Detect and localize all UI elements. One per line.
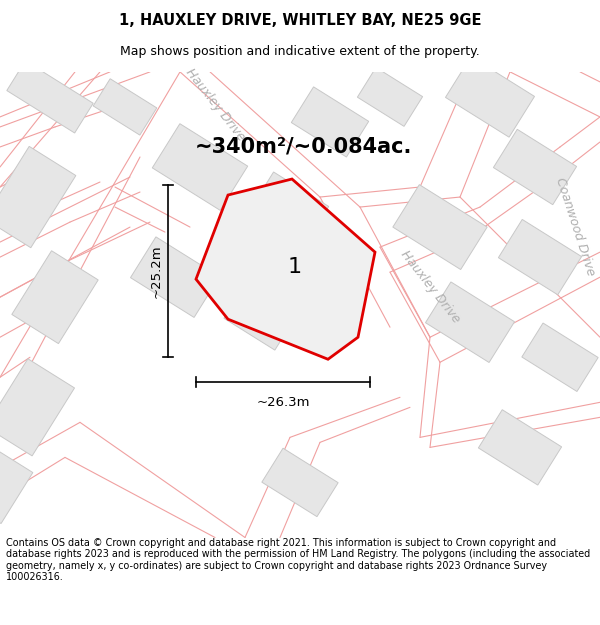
Text: Contains OS data © Crown copyright and database right 2021. This information is : Contains OS data © Crown copyright and d… [6, 538, 590, 582]
Polygon shape [130, 237, 220, 318]
Polygon shape [7, 61, 93, 133]
Text: 1: 1 [288, 257, 302, 277]
Polygon shape [425, 282, 515, 362]
Text: Map shows position and indicative extent of the property.: Map shows position and indicative extent… [120, 45, 480, 58]
Text: ~25.2m: ~25.2m [149, 244, 163, 298]
Text: ~26.3m: ~26.3m [256, 396, 310, 409]
Polygon shape [292, 87, 368, 157]
Polygon shape [224, 284, 296, 350]
Polygon shape [0, 451, 33, 524]
Polygon shape [478, 410, 562, 485]
Polygon shape [93, 79, 157, 135]
Text: Hauxley Drive: Hauxley Drive [183, 66, 247, 144]
Polygon shape [393, 184, 487, 269]
Text: ~340m²/~0.084ac.: ~340m²/~0.084ac. [195, 137, 412, 157]
Polygon shape [0, 146, 76, 248]
Polygon shape [445, 57, 535, 138]
Text: 1, HAUXLEY DRIVE, WHITLEY BAY, NE25 9GE: 1, HAUXLEY DRIVE, WHITLEY BAY, NE25 9GE [119, 12, 481, 28]
Polygon shape [262, 448, 338, 517]
Polygon shape [251, 172, 329, 242]
Polygon shape [522, 323, 598, 391]
Polygon shape [493, 129, 577, 204]
Polygon shape [358, 68, 422, 126]
Polygon shape [499, 219, 581, 295]
Polygon shape [196, 179, 375, 359]
Text: Coanwood Drive: Coanwood Drive [553, 176, 597, 278]
Text: Hauxley Drive: Hauxley Drive [398, 248, 462, 326]
Polygon shape [12, 251, 98, 344]
Polygon shape [152, 124, 248, 210]
Polygon shape [0, 359, 74, 456]
